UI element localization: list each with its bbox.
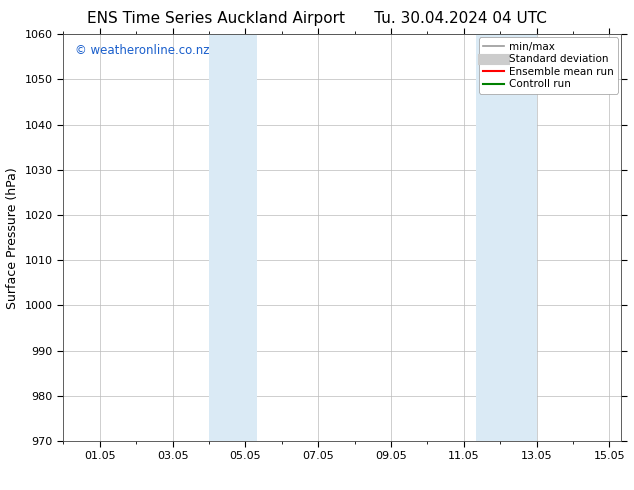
- Bar: [476, 34, 536, 441]
- Y-axis label: Surface Pressure (hPa): Surface Pressure (hPa): [6, 167, 19, 309]
- Bar: [209, 34, 257, 441]
- Text: © weatheronline.co.nz: © weatheronline.co.nz: [75, 45, 209, 57]
- Text: ENS Time Series Auckland Airport      Tu. 30.04.2024 04 UTC: ENS Time Series Auckland Airport Tu. 30.…: [87, 11, 547, 26]
- Legend: min/max, Standard deviation, Ensemble mean run, Controll run: min/max, Standard deviation, Ensemble me…: [479, 37, 618, 94]
